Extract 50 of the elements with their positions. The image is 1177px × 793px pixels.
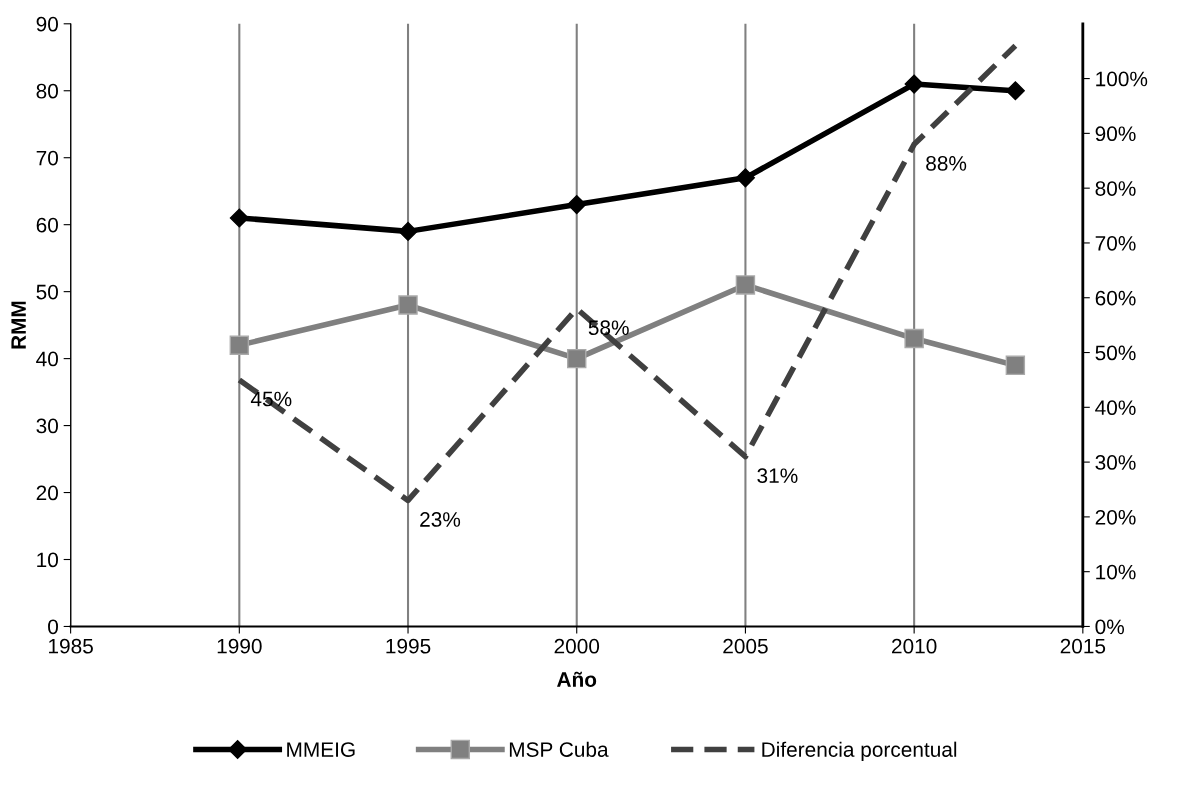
x-tick-label: 2005 [723, 638, 768, 654]
x-axis-title: Año [557, 671, 597, 687]
y2-tick-label: 90% [1095, 126, 1136, 142]
x-tick-label: 2015 [1060, 638, 1106, 654]
y-tick-label: 80 [36, 83, 58, 99]
y-tick-label: 40 [36, 351, 58, 367]
y-tick-label: 30 [36, 418, 58, 434]
point [1005, 81, 1025, 101]
y2-tick-label: 30% [1095, 455, 1136, 470]
point [904, 328, 924, 349]
y-tick-label: 10 [37, 552, 58, 568]
y-axis-title: RMM [11, 301, 26, 349]
y2-tick-label: 100% [1096, 71, 1148, 87]
data-label: 45% [250, 391, 292, 407]
point [1005, 355, 1026, 376]
y2-tick-label: 40% [1095, 400, 1136, 416]
y-tick-label: 60 [36, 217, 58, 233]
point [567, 195, 587, 215]
x-tick-label: 2000 [554, 638, 600, 654]
point [229, 335, 250, 355]
data-label: 31% [757, 468, 798, 484]
point [904, 74, 924, 94]
data-label: 88% [926, 155, 967, 171]
point [229, 208, 249, 228]
legend-label: MSP Cuba [509, 741, 609, 757]
point [735, 275, 756, 295]
y-tick-label: 90 [36, 16, 58, 32]
y-tick-label: 0 [48, 619, 58, 635]
y2-tick-label: 70% [1095, 235, 1136, 251]
point [567, 348, 587, 369]
y2-tick-label: 10% [1096, 564, 1136, 580]
legend-label: Diferencia porcentual [762, 741, 957, 762]
data-label: 23% [420, 512, 461, 527]
y-tick-label: 50 [36, 284, 58, 300]
y2-tick-label: 80% [1095, 181, 1136, 196]
y2-tick-label: 20% [1095, 509, 1136, 525]
data-label: 58% [588, 320, 629, 336]
x-tick-label: 1995 [386, 638, 431, 654]
x-tick-label: 1990 [217, 638, 262, 654]
y2-tick-label: 0% [1095, 619, 1125, 635]
y-tick-label: 20 [36, 485, 58, 501]
y2-tick-label: 50% [1095, 345, 1136, 361]
point [398, 295, 418, 315]
point [398, 221, 418, 241]
y-tick-label: 70 [36, 150, 58, 166]
y2-tick-label: 60% [1095, 290, 1136, 306]
legend-label: MMEIG [287, 742, 355, 757]
point [735, 168, 755, 188]
x-tick-label: 2010 [892, 638, 937, 654]
x-tick-label: 1985 [49, 638, 93, 654]
